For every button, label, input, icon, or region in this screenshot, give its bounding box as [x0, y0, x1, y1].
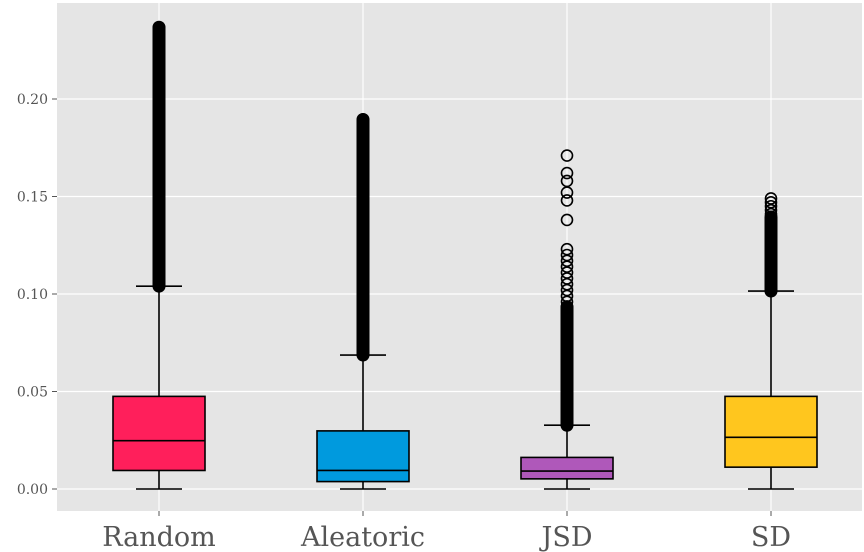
outlier-point — [560, 149, 574, 162]
outlier-column — [560, 300, 574, 432]
outlier-point — [152, 26, 166, 40]
outlier-point — [356, 121, 370, 135]
iqr-box — [316, 430, 410, 483]
x-tick-label: Random — [102, 522, 216, 552]
box-jsd — [520, 149, 614, 490]
outlier-column — [152, 20, 166, 293]
y-tick-label: 0.10 — [17, 287, 48, 303]
outlier-point — [152, 20, 166, 34]
outlier-column — [356, 112, 370, 362]
y-tick-label: 0.05 — [17, 385, 48, 401]
tick-marks — [52, 98, 772, 516]
x-tick-label: JSD — [539, 522, 593, 552]
outlier-point — [356, 117, 370, 130]
y-tick-label: 0.20 — [17, 92, 48, 108]
outlier-point — [356, 113, 370, 126]
outlier-point — [560, 242, 574, 256]
x-tick-labels: Random Aleatoric JSD SD — [102, 522, 791, 552]
x-tick-label: Aleatoric — [300, 522, 425, 552]
box-random — [112, 20, 206, 490]
outlier-point — [764, 199, 778, 213]
x-tick-label: SD — [751, 522, 791, 552]
y-tick-label: 0.00 — [17, 482, 48, 498]
outlier-point — [560, 194, 574, 207]
boxes — [112, 20, 818, 490]
outlier-point — [560, 174, 574, 188]
iqr-box — [724, 395, 818, 468]
iqr-box — [112, 395, 206, 472]
outlier-point — [152, 65, 166, 78]
outlier-point — [560, 213, 574, 227]
iqr-box — [520, 456, 614, 480]
outlier-point — [764, 192, 778, 205]
outlier-point — [152, 57, 166, 71]
outlier-point — [764, 196, 778, 209]
outlier-column — [764, 210, 778, 298]
y-tick-labels: 0.00 0.05 0.10 0.15 0.20 — [17, 92, 48, 498]
outlier-point — [560, 166, 574, 180]
box-sd — [724, 192, 818, 490]
box-aleatoric — [316, 112, 410, 490]
y-tick-label: 0.15 — [17, 190, 48, 206]
outlier-point — [560, 248, 574, 262]
